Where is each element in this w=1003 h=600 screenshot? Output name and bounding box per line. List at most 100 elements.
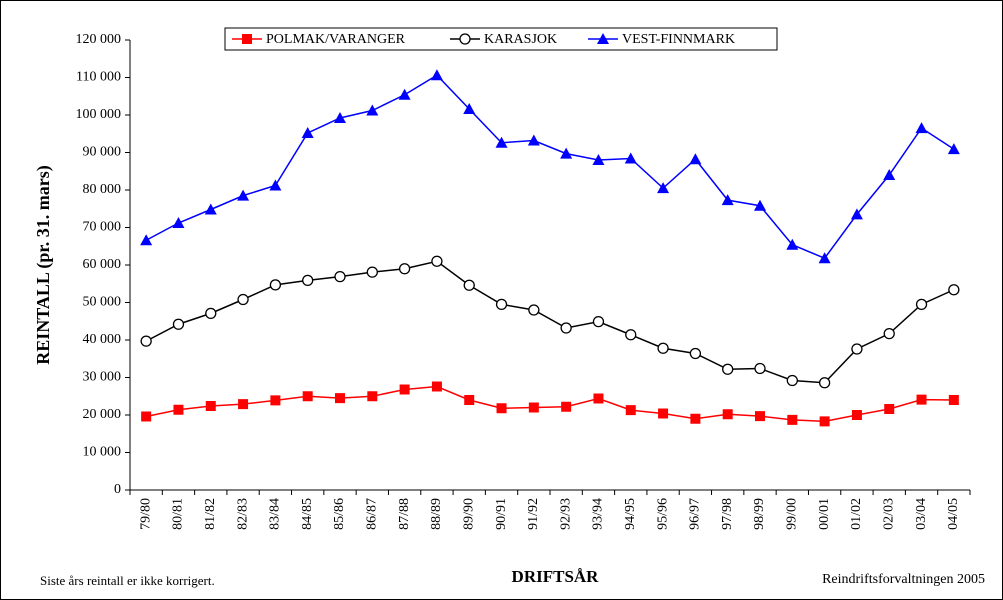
legend-label: POLMAK/VARANGER <box>266 32 406 47</box>
legend-label: KARASJOK <box>484 32 557 47</box>
legend-label: VEST-FINNMARK <box>622 32 735 47</box>
data-point <box>915 298 928 311</box>
data-point <box>495 136 508 148</box>
data-point <box>689 347 702 360</box>
series-line <box>146 385 954 423</box>
data-point <box>302 391 313 402</box>
data-point <box>270 395 281 406</box>
data-point <box>463 279 475 291</box>
x-tick-label: 83/84 <box>268 498 283 530</box>
data-point <box>172 217 185 228</box>
data-point <box>366 104 379 116</box>
data-point <box>334 112 346 123</box>
data-point <box>883 327 895 340</box>
data-point <box>463 103 476 114</box>
data-point <box>527 134 540 146</box>
data-point <box>237 189 250 201</box>
data-point <box>366 266 378 278</box>
data-point <box>948 284 960 296</box>
footnote: Siste års reintall er ikke korrigert. <box>40 573 215 588</box>
y-tick-label: 80 000 <box>83 182 122 197</box>
data-point <box>560 147 573 159</box>
x-tick-label: 99/00 <box>785 498 800 530</box>
data-point <box>850 208 863 220</box>
data-point <box>916 394 927 405</box>
data-point <box>398 263 411 275</box>
source: Reindriftsforvaltningen 2005 <box>822 572 985 587</box>
data-point <box>528 304 540 316</box>
data-point <box>431 255 443 267</box>
data-point <box>141 411 152 422</box>
data-point <box>269 279 282 291</box>
x-tick-label: 89/90 <box>461 498 476 530</box>
y-tick-label: 100 000 <box>76 107 122 122</box>
legend-marker <box>597 33 609 44</box>
x-tick-label: 84/85 <box>300 498 315 530</box>
data-point <box>334 270 346 283</box>
data-point <box>721 194 734 206</box>
data-point <box>851 410 862 420</box>
x-tick-label: 00/01 <box>817 498 832 530</box>
data-point <box>495 298 508 311</box>
x-tick-label: 82/83 <box>235 498 250 530</box>
x-tick-label: 80/81 <box>171 498 186 530</box>
data-point <box>722 409 733 420</box>
data-point <box>722 363 734 375</box>
data-point <box>592 315 605 328</box>
x-tick-label: 81/82 <box>203 498 218 530</box>
data-point <box>496 403 507 414</box>
data-point <box>755 411 765 422</box>
data-point <box>658 408 669 419</box>
x-tick-label: 02/03 <box>881 498 896 530</box>
data-point <box>301 127 314 138</box>
data-point <box>947 143 960 155</box>
x-tick-label: 04/05 <box>946 498 961 530</box>
data-point <box>204 203 217 215</box>
data-point <box>625 329 637 341</box>
legend-marker <box>459 33 471 45</box>
x-tick-label: 88/89 <box>429 498 444 530</box>
x-tick-label: 96/97 <box>688 498 703 530</box>
data-point <box>690 413 701 424</box>
data-point <box>689 153 702 165</box>
data-point <box>948 395 959 405</box>
y-tick-label: 120 000 <box>76 32 122 47</box>
data-point <box>140 234 153 246</box>
data-point <box>464 395 475 405</box>
y-tick-label: 10 000 <box>83 445 122 460</box>
data-point <box>237 293 249 306</box>
x-tick-label: 93/94 <box>591 498 606 530</box>
data-point <box>205 307 217 320</box>
x-tick-label: 97/98 <box>720 498 735 530</box>
data-point <box>754 199 766 211</box>
y-tick-label: 40 000 <box>83 332 122 347</box>
x-tick-label: 85/86 <box>332 498 347 530</box>
y-axis-label: REINTALL (pr. 31. mars) <box>33 165 54 365</box>
data-point <box>625 405 636 416</box>
data-point <box>238 399 249 410</box>
x-axis-label: DRIFTSÅR <box>512 567 600 586</box>
data-point <box>592 154 605 165</box>
data-point <box>915 122 928 134</box>
y-tick-label: 30 000 <box>83 370 122 385</box>
y-tick-label: 110 000 <box>76 70 121 85</box>
data-point <box>173 404 184 415</box>
data-point <box>787 414 798 425</box>
data-point <box>335 393 345 404</box>
x-tick-label: 87/88 <box>397 498 412 530</box>
x-tick-label: 03/04 <box>914 498 929 530</box>
data-point <box>593 393 604 404</box>
data-point <box>624 152 637 164</box>
data-point <box>398 88 411 100</box>
x-tick-label: 86/87 <box>365 498 380 530</box>
data-point <box>754 362 766 375</box>
legend-marker <box>242 34 252 44</box>
data-point <box>430 69 443 81</box>
data-point <box>367 391 378 402</box>
y-tick-label: 0 <box>114 482 121 497</box>
data-point <box>399 384 410 395</box>
data-point <box>819 416 830 427</box>
data-point <box>657 182 670 194</box>
data-point <box>172 318 185 330</box>
data-point <box>528 402 539 413</box>
